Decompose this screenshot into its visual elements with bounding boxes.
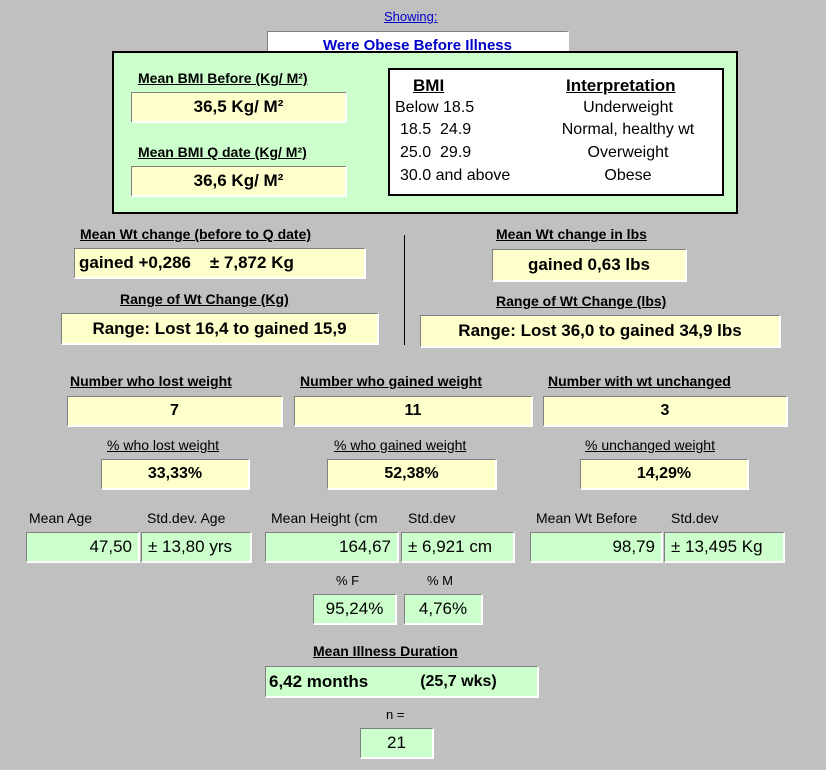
lost-pct-label: % who lost weight xyxy=(107,437,220,453)
sd-age-label: Std.dev. Age xyxy=(147,510,226,526)
wt-range-lbs-value: Range: Lost 36,0 to gained 34,9 lbs xyxy=(420,315,781,348)
unchanged-pct-label: % unchanged weight xyxy=(585,437,715,453)
illness-duration-value: 6,42 months (25,7 wks) xyxy=(265,666,539,698)
wt-range-kg-label: Range of Wt Change (Kg) xyxy=(120,291,289,307)
wt-change-kg-label: Mean Wt change (before to Q date) xyxy=(80,226,312,242)
bmi-before-value: 36,5 Kg/ M² xyxy=(131,92,347,123)
bmi-row-1-range: Below 18.5 xyxy=(395,99,475,116)
bmi-column-header: BMI xyxy=(413,76,445,95)
mean-age-label: Mean Age xyxy=(29,510,93,526)
wt-range-lbs-label: Range of Wt Change (lbs) xyxy=(496,293,667,309)
lost-pct-value: 33,33% xyxy=(101,459,250,490)
lost-count-label: Number who lost weight xyxy=(70,373,232,389)
gained-pct-value: 52,38% xyxy=(327,459,497,490)
pct-male-value: 4,76% xyxy=(404,594,483,625)
gained-count-label: Number who gained weight xyxy=(300,373,483,389)
bmi-before-label: Mean BMI Before (Kg/ M²) xyxy=(138,70,308,86)
illness-duration-months: 6,42 months xyxy=(269,671,369,691)
wt-change-kg-value: gained +0,286 ± 7,872 Kg xyxy=(74,248,366,279)
sd-age-value: ± 13,80 yrs xyxy=(141,532,252,563)
wt-range-kg-value: Range: Lost 16,4 to gained 15,9 xyxy=(61,313,379,345)
unchanged-count-label: Number with wt unchanged xyxy=(548,373,731,389)
bmi-interpretation-table: BMI Interpretation Below 18.5 Underweigh… xyxy=(388,68,724,196)
bmi-qdate-value: 36,6 Kg/ M² xyxy=(131,166,347,197)
pct-male-label: % M xyxy=(427,573,453,588)
bmi-row-1-interp: Underweight xyxy=(583,99,673,116)
section-divider xyxy=(404,235,405,345)
mean-wt-value: 98,79 xyxy=(530,532,663,563)
mean-height-label: Mean Height (cm xyxy=(271,510,378,526)
mean-height-value: 164,67 xyxy=(265,532,399,563)
bmi-qdate-label: Mean BMI Q date (Kg/ M²) xyxy=(138,144,307,160)
sample-size-value: 21 xyxy=(360,728,434,759)
illness-duration-label: Mean Illness Duration xyxy=(313,643,458,659)
sd-wt-label: Std.dev xyxy=(671,510,719,526)
illness-duration-weeks: (25,7 wks) xyxy=(420,672,497,690)
bmi-row-3-range: 25.0 29.9 xyxy=(400,144,472,161)
bmi-row-4-interp: Obese xyxy=(604,167,652,184)
gained-pct-label: % who gained weight xyxy=(334,437,467,453)
interpretation-column-header: Interpretation xyxy=(566,76,676,95)
unchanged-pct-value: 14,29% xyxy=(580,459,749,490)
pct-female-label: % F xyxy=(336,573,360,588)
sample-size-label: n = xyxy=(386,707,405,722)
wt-change-lbs-value: gained 0,63 lbs xyxy=(492,249,687,282)
unchanged-count-value: 3 xyxy=(543,396,788,427)
sd-wt-value: ± 13,495 Kg xyxy=(664,532,785,563)
wt-change-lbs-label: Mean Wt change in lbs xyxy=(496,226,647,242)
sd-height-value: ± 6,921 cm xyxy=(401,532,515,563)
showing-label: Showing: xyxy=(384,9,438,24)
bmi-row-2-interp: Normal, healthy wt xyxy=(561,121,695,138)
bmi-row-2-range: 18.5 24.9 xyxy=(400,121,472,138)
mean-wt-label: Mean Wt Before xyxy=(536,510,638,526)
gained-count-value: 11 xyxy=(294,396,533,427)
filter-value: Were Obese Before Illness xyxy=(323,36,512,54)
bmi-row-3-interp: Overweight xyxy=(587,144,669,161)
bmi-row-4-range: 30.0 and above xyxy=(400,167,511,184)
mean-age-value: 47,50 xyxy=(26,532,140,563)
lost-count-value: 7 xyxy=(67,396,283,427)
sd-height-label: Std.dev xyxy=(408,510,456,526)
pct-female-value: 95,24% xyxy=(313,594,397,625)
